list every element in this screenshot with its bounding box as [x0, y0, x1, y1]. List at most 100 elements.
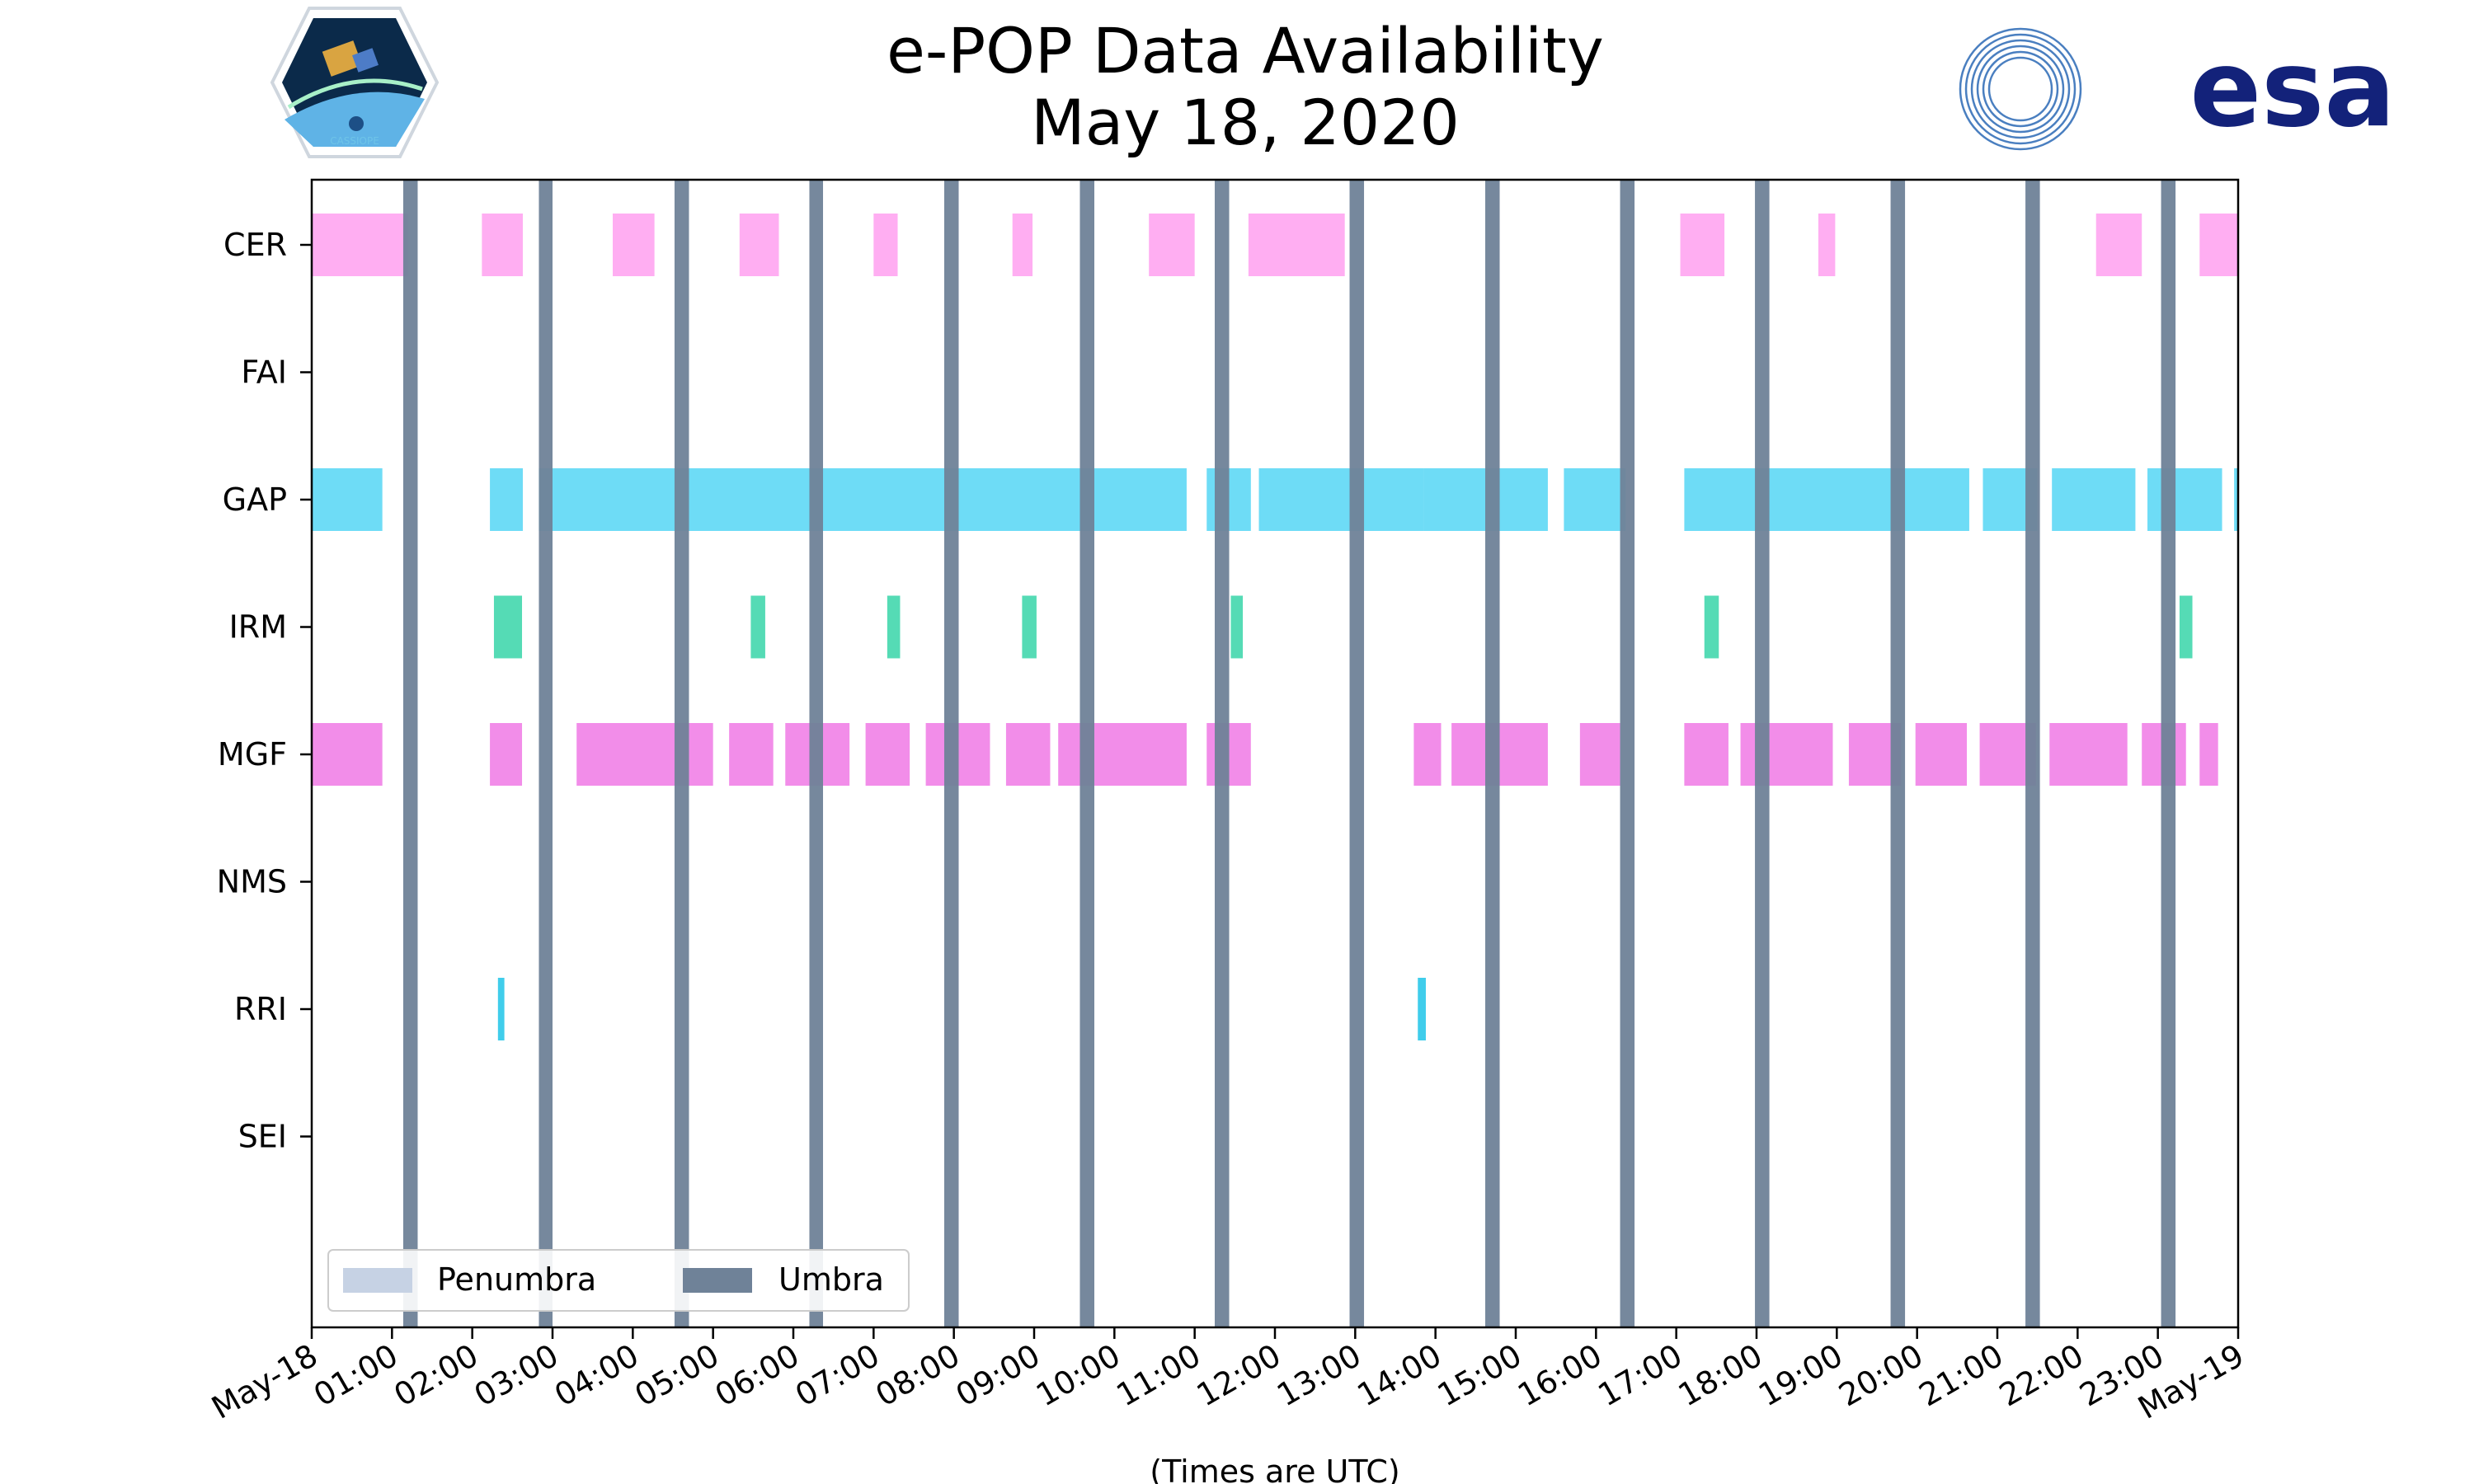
x-tick-label-13: 13:00 [1271, 1337, 1367, 1414]
umbra-band-4 [943, 180, 959, 1327]
chart-subtitle: May 18, 2020 [1031, 86, 1460, 159]
bar-gap-4 [1258, 468, 1424, 531]
legend-penumbra-label: Penumbra [437, 1261, 596, 1298]
bar-cer-0 [312, 214, 408, 276]
x-tick-label-5: 05:00 [628, 1337, 725, 1414]
bar-irm-6 [2179, 595, 2193, 659]
umbra-band-7 [1349, 180, 1365, 1327]
x-tick-label-16: 16:00 [1512, 1337, 1608, 1414]
umbra-band-5 [1079, 180, 1094, 1327]
bar-irm-5 [1704, 595, 1719, 659]
bar-cer-11 [2199, 214, 2238, 276]
bar-gap-6 [1564, 468, 1626, 531]
x-tick-label-6: 06:00 [709, 1337, 806, 1414]
bar-mgf-16 [1915, 723, 1968, 786]
bar-cer-5 [1012, 214, 1033, 276]
x-tick-label-22: 22:00 [1993, 1337, 2090, 1414]
umbra-band-12 [2025, 180, 2040, 1327]
x-tick-label-14: 14:00 [1351, 1337, 1447, 1414]
bar-mgf-12 [1579, 723, 1620, 786]
bar-cer-7 [1248, 214, 1345, 276]
legend-penumbra-swatch [343, 1268, 412, 1293]
bar-mgf-7 [1005, 723, 1051, 786]
esa-swirl-icon [1959, 27, 2082, 151]
bar-irm-0 [493, 595, 523, 659]
bar-gap-2 [539, 468, 1187, 531]
x-tick-label-11: 11:00 [1110, 1337, 1206, 1414]
bar-gap-7 [1684, 468, 1969, 531]
x-tick-label-3: 03:00 [468, 1337, 565, 1414]
x-tick-label-21: 21:00 [1913, 1337, 2010, 1414]
bar-cer-3 [739, 214, 779, 276]
x-tick-label-8: 08:00 [869, 1337, 966, 1414]
bar-irm-1 [750, 595, 765, 659]
umbra-band-10 [1755, 180, 1770, 1327]
y-tick-label-cer: CER [223, 227, 287, 263]
bar-gap-9 [2052, 468, 2136, 531]
x-tick-label-15: 15:00 [1432, 1337, 1528, 1414]
umbra-band-2 [674, 180, 689, 1327]
x-tick-label-0: May-18 [205, 1337, 323, 1426]
bar-irm-4 [1230, 595, 1244, 659]
esa-logo-text: esa [2189, 28, 2395, 151]
bar-cer-4 [873, 214, 898, 276]
y-tick-label-gap: GAP [223, 481, 287, 518]
x-tick-label-9: 09:00 [950, 1337, 1047, 1414]
x-axis-label: (Times are UTC) [1150, 1453, 1399, 1484]
x-tick-label-1: 01:00 [308, 1337, 404, 1414]
x-tick-label-12: 12:00 [1191, 1337, 1287, 1414]
y-tick-label-sei: SEI [238, 1119, 287, 1155]
x-axis: May-1801:0002:0003:0004:0005:0006:0007:0… [205, 1327, 2251, 1426]
legend-box [327, 1249, 910, 1312]
bar-gap-1 [490, 468, 523, 531]
x-tick-label-19: 19:00 [1752, 1337, 1849, 1414]
bar-rri-0 [497, 978, 505, 1040]
legend: Penumbra Umbra [327, 1249, 910, 1312]
bar-cer-10 [2095, 214, 2142, 276]
y-axis: CER FAI GAP IRM MGF NMS RRI SEI [217, 227, 312, 1155]
umbra-band-6 [1215, 180, 1230, 1327]
x-tick-label-4: 04:00 [548, 1337, 645, 1414]
umbra-band-11 [1890, 180, 1906, 1327]
x-tick-label-7: 07:00 [789, 1337, 886, 1414]
bar-mgf-3 [729, 723, 774, 786]
esa-logo: esa [1959, 27, 2396, 151]
bar-mgf-1 [490, 723, 523, 786]
bar-mgf-14 [1740, 723, 1833, 786]
bar-cer-2 [613, 214, 655, 276]
x-tick-label-20: 20:00 [1832, 1337, 1929, 1414]
x-tick-label-2: 02:00 [388, 1337, 484, 1414]
umbra-band-3 [809, 180, 824, 1327]
x-tick-label-18: 18:00 [1672, 1337, 1769, 1414]
bar-mgf-10 [1413, 723, 1442, 786]
umbra-band-1 [539, 180, 553, 1327]
y-tick-label-nms: NMS [217, 864, 287, 900]
y-tick-label-irm: IRM [229, 609, 287, 646]
bar-mgf-0 [312, 723, 383, 786]
bar-mgf-5 [865, 723, 910, 786]
umbra-band-13 [2161, 180, 2176, 1327]
x-tick-label-17: 17:00 [1592, 1337, 1688, 1414]
umbra-bands [402, 180, 2176, 1327]
bar-gap-11 [2234, 468, 2238, 531]
legend-umbra-swatch [683, 1268, 752, 1293]
bar-mgf-20 [2199, 723, 2218, 786]
bar-mgf-18 [2049, 723, 2128, 786]
bar-irm-2 [887, 595, 901, 659]
bar-cer-8 [1680, 214, 1725, 276]
y-tick-label-fai: FAI [241, 355, 287, 391]
bar-cer-6 [1149, 214, 1195, 276]
bar-irm-3 [1022, 595, 1037, 659]
bar-cer-9 [1818, 214, 1836, 276]
bar-rri-1 [1418, 978, 1426, 1040]
bar-mgf-8 [1058, 723, 1187, 786]
bar-mgf-2 [576, 723, 713, 786]
umbra-band-8 [1485, 180, 1500, 1327]
bar-cer-1 [482, 214, 523, 276]
cassiope-logo-text: CASSIOPE [330, 135, 379, 147]
chart-title: e-POP Data Availability [887, 14, 1604, 87]
umbra-band-0 [402, 180, 418, 1327]
bar-gap-10 [2147, 468, 2222, 531]
cassiope-logo: CASSIOPE [270, 7, 440, 158]
